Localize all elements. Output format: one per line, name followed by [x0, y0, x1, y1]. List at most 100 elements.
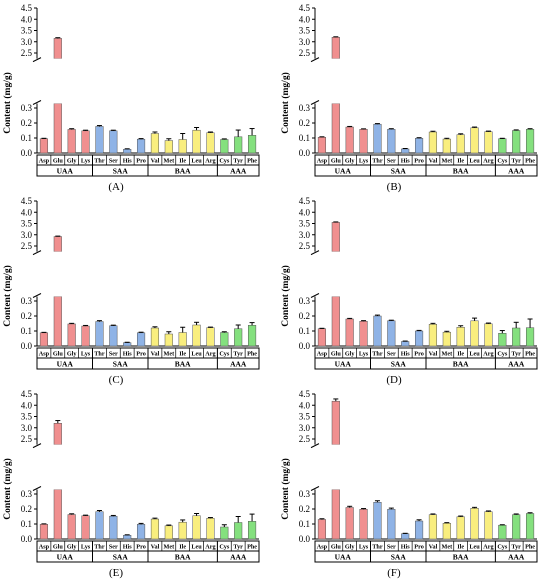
- bar-leu: [470, 508, 479, 540]
- category-label: Leu: [191, 544, 202, 551]
- group-label: SAA: [113, 167, 129, 176]
- bar-thr: [373, 502, 382, 540]
- category-label: Cys: [219, 544, 230, 551]
- bar-thr: [95, 321, 104, 347]
- chart-panel-d: 0.0 0.1 0.2 0.3 2.53.03.5 4.04.5 Content (mg/g…: [280, 196, 538, 386]
- bar-cys: [498, 333, 507, 347]
- bar-tyr: [234, 136, 243, 154]
- y-tick-label: 2.5: [299, 241, 311, 251]
- axis-break-mark: [310, 486, 320, 491]
- category-label: Gly: [67, 351, 78, 358]
- bar-lys: [81, 325, 90, 347]
- category-label: Ser: [109, 351, 118, 358]
- category-label: Phe: [525, 351, 535, 358]
- category-label: Glu: [53, 351, 64, 358]
- category-label: Met: [441, 544, 453, 551]
- group-label: SAA: [391, 167, 407, 176]
- category-label: Gly: [345, 351, 356, 358]
- y-tick-label: 3.5: [21, 219, 33, 229]
- y-tick-label: 3.5: [299, 412, 311, 422]
- category-label: His: [123, 351, 133, 358]
- category-label: Met: [441, 158, 453, 165]
- category-label: Arg: [205, 351, 216, 358]
- category-label: Glu: [331, 544, 342, 551]
- group-label: AAA: [508, 553, 525, 562]
- bar-break-gap: [330, 251, 341, 297]
- category-label: Gly: [67, 158, 78, 165]
- axis-break-mark: [32, 250, 42, 256]
- bar-break-gap: [330, 58, 341, 104]
- bar-arg: [484, 511, 493, 540]
- bar-glu: [331, 103, 340, 154]
- category-label: Asp: [39, 351, 50, 358]
- y-tick-label: 4.5: [299, 196, 311, 206]
- category-label: Ile: [457, 544, 464, 551]
- category-label: Asp: [317, 351, 328, 358]
- axis-break-mark: [310, 443, 320, 449]
- bar-val: [428, 324, 438, 347]
- category-label: Arg: [483, 351, 494, 358]
- y-tick-label: 0.3: [21, 103, 33, 113]
- y-tick-label: 2.5: [21, 48, 33, 58]
- y-tick-label: 4.5: [21, 389, 33, 399]
- category-label: Ser: [387, 158, 396, 165]
- y-tick-label: 0.3: [21, 296, 33, 306]
- bar-leu: [470, 320, 479, 347]
- category-label: Thr: [94, 158, 105, 165]
- y-tick-label: 0.1: [299, 326, 310, 336]
- bar-cys: [498, 524, 507, 540]
- category-label: Val: [429, 351, 438, 358]
- bar-gly: [67, 129, 76, 154]
- category-label: Ser: [109, 544, 118, 551]
- bar-break-gap: [330, 444, 341, 490]
- category-label: Met: [163, 544, 175, 551]
- group-label: SAA: [113, 360, 129, 369]
- bar-met: [442, 523, 451, 540]
- group-label: UAA: [335, 553, 352, 562]
- y-tick-label: 3.0: [299, 230, 311, 240]
- bar-glu-upper: [53, 38, 62, 59]
- bar-ser: [109, 325, 118, 347]
- bar-leu: [470, 127, 479, 154]
- y-tick-label: 4.0: [21, 207, 33, 217]
- bar-gly: [345, 318, 354, 347]
- y-tick-label: 3.5: [299, 219, 311, 229]
- bar-ser: [109, 515, 118, 540]
- y-tick-label: 0.1: [21, 133, 32, 143]
- bar-glu: [331, 296, 340, 347]
- bar-thr: [373, 123, 382, 154]
- category-label: Asp: [39, 544, 50, 551]
- panel-label: (C): [109, 374, 124, 386]
- axis-break-mark: [310, 293, 320, 298]
- bar-thr: [373, 315, 382, 347]
- y-tick-label: 4.0: [299, 400, 311, 410]
- bar-ser: [387, 320, 396, 347]
- category-label: Ile: [457, 158, 464, 165]
- category-label: His: [401, 158, 411, 165]
- bar-his: [123, 535, 132, 540]
- category-label: Leu: [191, 158, 202, 165]
- category-label: Thr: [372, 351, 383, 358]
- bar-his: [123, 342, 132, 347]
- axis-break-mark: [32, 293, 42, 298]
- category-label: Gly: [67, 544, 78, 551]
- group-label: AAA: [508, 167, 525, 176]
- category-label: Pro: [136, 544, 146, 551]
- bar-pro: [136, 138, 146, 154]
- bar-phe: [525, 327, 535, 347]
- category-label: Leu: [469, 351, 480, 358]
- chart-panel-b: 0.0 0.1 0.2 0.3 2.53.03.5 4.04.5 Content (mg/g…: [280, 3, 538, 193]
- y-tick-label: 0.0: [299, 534, 311, 544]
- y-tick-label: 4.0: [21, 400, 33, 410]
- bar-asp: [317, 328, 327, 347]
- bar-tyr: [234, 328, 243, 347]
- bar-lys: [359, 509, 368, 540]
- category-label: Met: [163, 158, 175, 165]
- panel-label: (E): [109, 567, 123, 579]
- bar-pro: [136, 524, 146, 540]
- bar-leu: [192, 324, 201, 347]
- group-label: UAA: [57, 167, 74, 176]
- bar-val: [150, 327, 160, 347]
- bar-gly: [345, 507, 354, 540]
- bar-met: [442, 138, 451, 154]
